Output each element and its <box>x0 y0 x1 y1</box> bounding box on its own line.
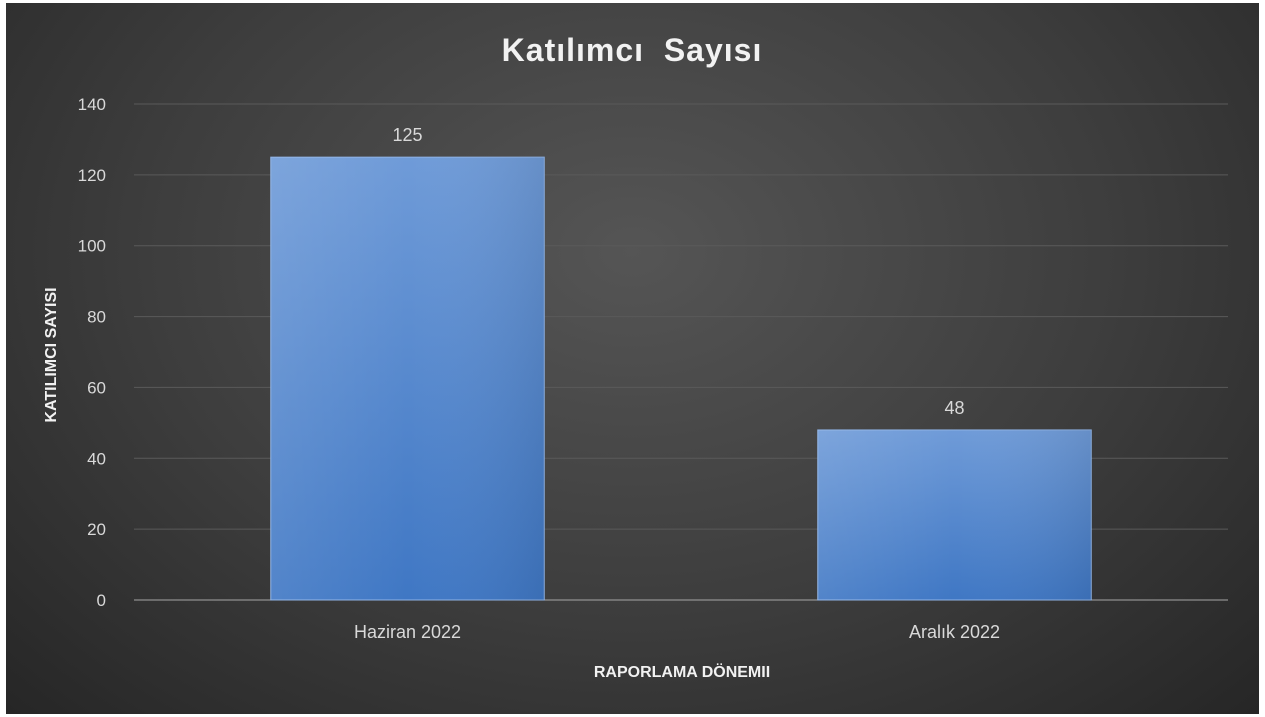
chart-title: Katılımcı Sayısı <box>502 32 763 68</box>
bar-sheen <box>817 429 1092 600</box>
y-tick-label: 40 <box>87 449 106 468</box>
y-axis-ticks: 0 20 40 60 80 100 120 140 <box>78 95 106 610</box>
y-tick-label: 100 <box>78 237 106 256</box>
y-tick-label: 80 <box>87 308 106 327</box>
x-tick-label: Aralık 2022 <box>909 622 1000 642</box>
y-tick-label: 20 <box>87 520 106 539</box>
chart-area: Katılımcı Sayısı 0 20 40 60 80 100 120 140 125 4… <box>6 3 1259 714</box>
bar-chart: Katılımcı Sayısı 0 20 40 60 80 100 120 140 125 4… <box>43 32 1228 681</box>
y-tick-label: 0 <box>97 591 106 610</box>
data-label: 48 <box>944 398 964 418</box>
y-tick-label: 140 <box>78 95 106 114</box>
bar <box>817 429 1092 601</box>
y-axis-title: KATILIMCI SAYISI <box>43 287 60 422</box>
bar <box>270 156 545 601</box>
data-labels: 125 48 <box>392 125 964 418</box>
data-label: 125 <box>392 125 422 145</box>
bar-sheen <box>270 157 545 600</box>
x-axis-ticks: Haziran 2022 Aralık 2022 <box>354 622 1000 642</box>
y-tick-label: 60 <box>87 378 106 397</box>
x-axis-title: RAPORLAMA DÖNEMII <box>594 662 770 681</box>
y-tick-label: 120 <box>78 166 106 185</box>
bars <box>270 156 1092 601</box>
x-tick-label: Haziran 2022 <box>354 622 461 642</box>
